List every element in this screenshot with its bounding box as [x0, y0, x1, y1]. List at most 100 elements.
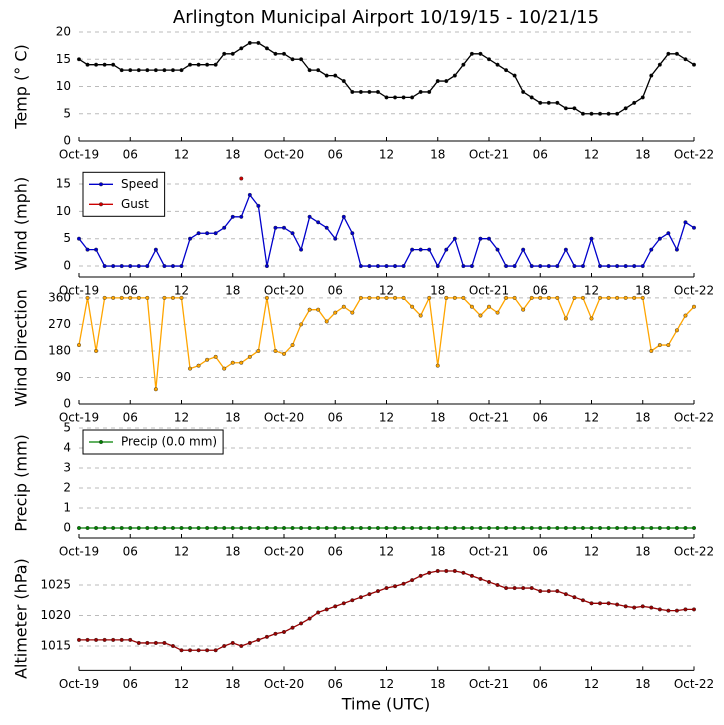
- x-tick-label: 12: [379, 148, 394, 162]
- x-axis-label: Time (UTC): [341, 695, 430, 714]
- data-point: [393, 295, 398, 300]
- data-point: [188, 62, 193, 67]
- data-point: [598, 601, 603, 606]
- data-point: [546, 526, 551, 531]
- data-point: [418, 573, 423, 578]
- data-point: [401, 526, 406, 531]
- data-point: [572, 526, 577, 531]
- data-point: [657, 343, 662, 348]
- legend-marker: [98, 440, 103, 445]
- data-point: [196, 363, 201, 368]
- x-tick-label: 18: [225, 411, 240, 425]
- data-point: [324, 73, 329, 78]
- data-point: [153, 640, 158, 645]
- x-tick-label: 12: [584, 545, 599, 559]
- x-tick-label: 18: [225, 677, 240, 691]
- data-point: [375, 526, 380, 531]
- x-tick-label: 12: [174, 545, 189, 559]
- data-point: [461, 570, 466, 575]
- data-point: [239, 360, 244, 365]
- data-point: [606, 295, 611, 300]
- data-point: [170, 295, 175, 300]
- data-point: [401, 581, 406, 586]
- data-point: [606, 264, 611, 269]
- x-tick-label: 06: [123, 148, 138, 162]
- data-point: [393, 264, 398, 269]
- data-point: [683, 607, 688, 612]
- data-point: [401, 95, 406, 100]
- data-point: [692, 62, 697, 67]
- data-point: [307, 307, 312, 312]
- data-point: [649, 605, 654, 610]
- data-point: [427, 570, 432, 575]
- data-point: [435, 568, 440, 573]
- y-tick-label: 5: [63, 421, 71, 435]
- data-point: [495, 247, 500, 252]
- data-point: [282, 351, 287, 356]
- data-point: [674, 247, 679, 252]
- data-point: [273, 51, 278, 56]
- data-point: [529, 264, 534, 269]
- data-point: [666, 608, 671, 613]
- data-point: [179, 264, 184, 269]
- data-point: [375, 89, 380, 94]
- data-point: [341, 601, 346, 606]
- x-tick-label: 06: [533, 545, 548, 559]
- x-tick-label: 12: [379, 411, 394, 425]
- data-point: [469, 573, 474, 578]
- x-tick-label: 18: [430, 545, 445, 559]
- data-point: [683, 220, 688, 225]
- x-tick-label: 06: [533, 284, 548, 298]
- data-point: [384, 295, 389, 300]
- y-tick-label: 5: [63, 106, 71, 120]
- data-point: [222, 225, 227, 230]
- data-point: [239, 46, 244, 51]
- data-point: [222, 366, 227, 371]
- data-line: [79, 570, 694, 651]
- data-point: [546, 264, 551, 269]
- data-point: [179, 295, 184, 300]
- data-point: [640, 295, 645, 300]
- data-point: [350, 310, 355, 315]
- data-point: [128, 295, 133, 300]
- data-point: [264, 46, 269, 51]
- data-point: [256, 348, 261, 353]
- data-point: [153, 68, 158, 73]
- data-point: [563, 526, 568, 531]
- data-point: [188, 526, 193, 531]
- data-point: [239, 526, 244, 531]
- data-point: [580, 295, 585, 300]
- data-line: [78, 193, 695, 268]
- data-point: [205, 231, 210, 236]
- y-tick-label: 90: [56, 370, 71, 384]
- data-point: [615, 295, 620, 300]
- y-tick-label: 0: [63, 397, 71, 411]
- x-tick-label: Oct-19: [59, 545, 99, 559]
- data-point: [264, 264, 269, 269]
- data-point: [145, 68, 150, 73]
- data-point: [128, 637, 133, 642]
- data-point: [76, 526, 81, 531]
- x-tick-label: 12: [584, 677, 599, 691]
- data-point: [205, 357, 210, 362]
- y-tick-label: 15: [56, 52, 71, 66]
- data-point: [153, 247, 158, 252]
- data-point: [538, 264, 543, 269]
- data-point: [324, 607, 329, 612]
- data-point: [170, 526, 175, 531]
- data-point: [692, 304, 697, 309]
- data-point: [521, 89, 526, 94]
- x-tick-label: 06: [328, 148, 343, 162]
- data-point: [247, 192, 252, 197]
- data-point: [230, 640, 235, 645]
- data-point: [350, 526, 355, 531]
- data-point: [162, 264, 167, 269]
- data-point: [632, 526, 637, 531]
- data-point: [623, 264, 628, 269]
- data-point: [247, 354, 252, 359]
- data-point: [487, 526, 492, 531]
- data-point: [692, 607, 697, 612]
- data-point: [461, 62, 466, 67]
- data-point: [478, 313, 483, 318]
- data-point: [264, 295, 269, 300]
